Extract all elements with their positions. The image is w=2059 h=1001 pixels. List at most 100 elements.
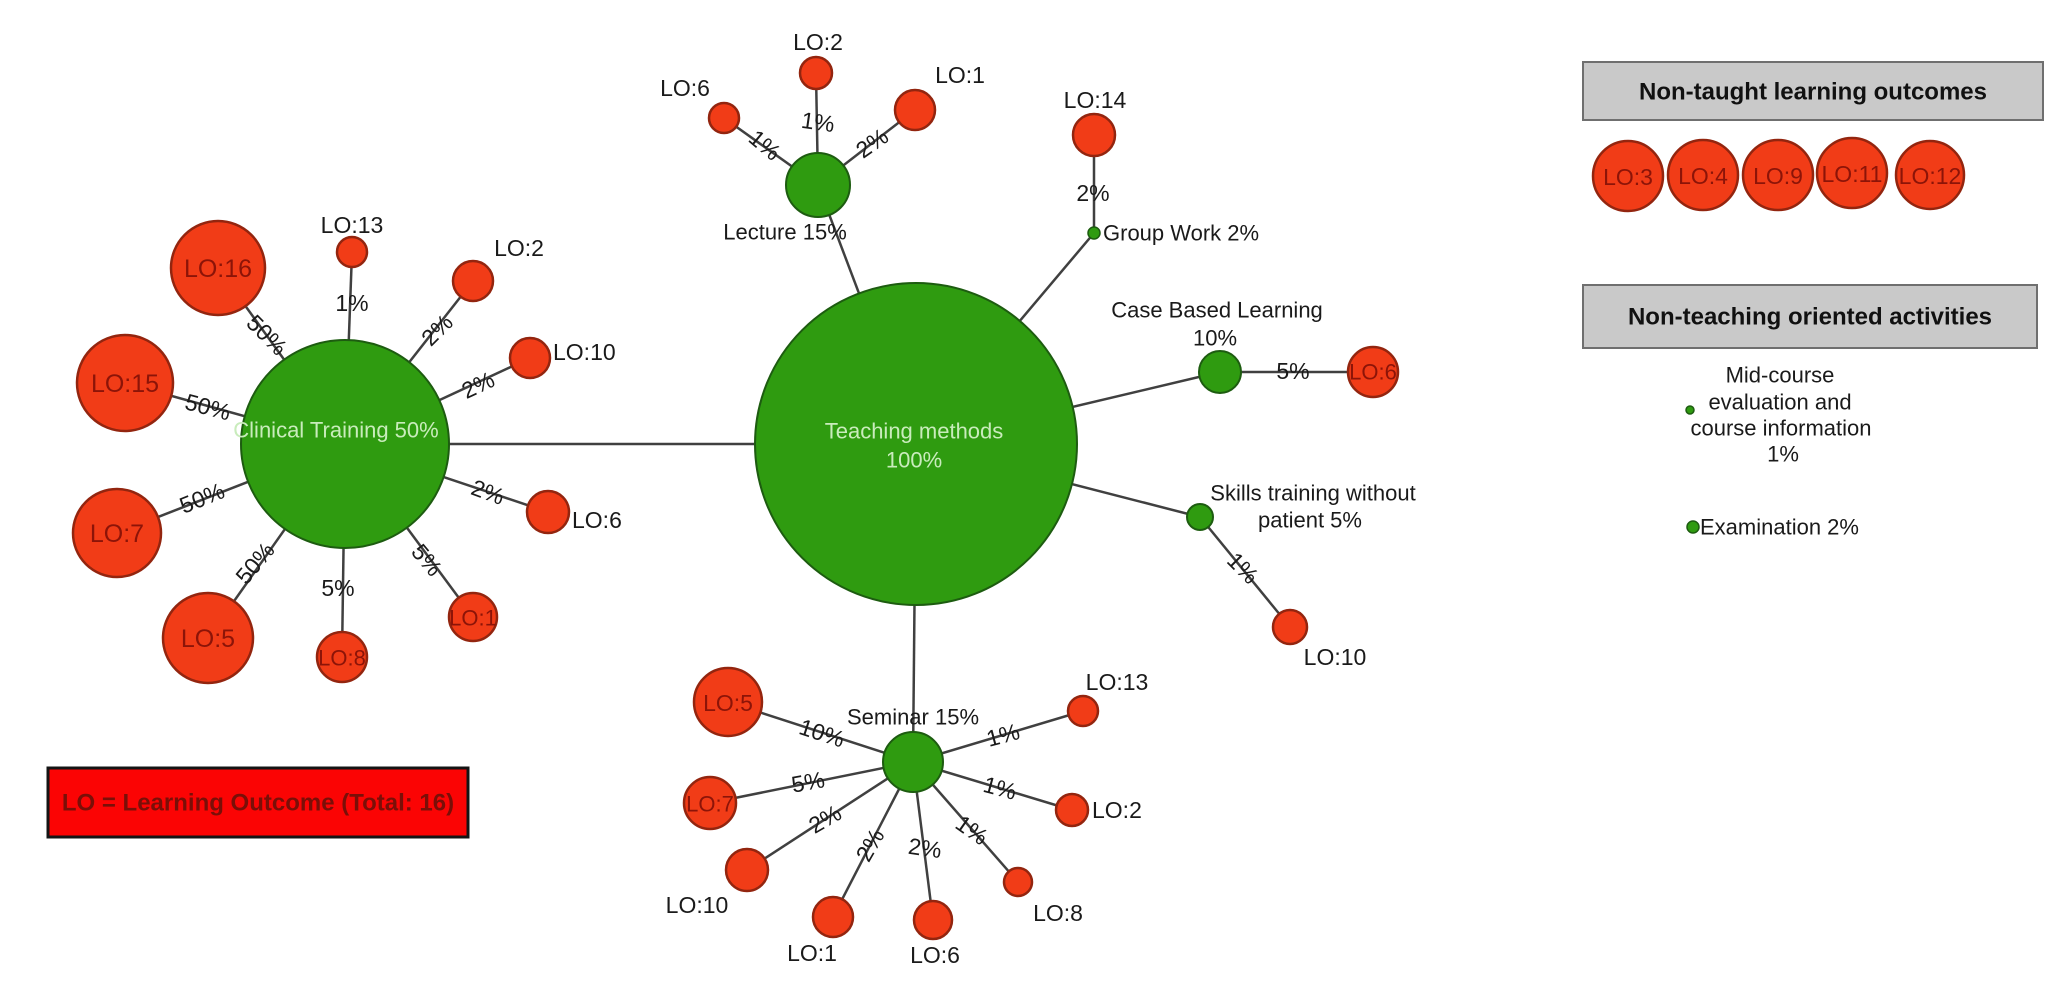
groupwork-lo14-label: LO:14 xyxy=(1064,87,1127,113)
skills-training-node xyxy=(1186,503,1214,531)
midcourse-line2: evaluation and xyxy=(1708,390,1851,415)
clinical-lo1-label: LO:1 xyxy=(449,606,497,631)
midcourse-node xyxy=(1685,405,1695,415)
lecture-lo6-pct: 1% xyxy=(744,124,786,165)
clinical-lo6-node xyxy=(525,489,571,535)
seminar-lo6-pct: 2% xyxy=(907,833,944,863)
non-teaching-title: Non-teaching oriented activities xyxy=(1628,304,1992,331)
legend-label: LO = Learning Outcome (Total: 16) xyxy=(62,790,454,817)
case-based-cluster: LO:6 Case Based Learning 10% 5% xyxy=(1111,298,1400,399)
seminar-lo5-label: LO:5 xyxy=(703,690,753,716)
lecture-lo6-node xyxy=(707,101,741,135)
non-teaching-header-box xyxy=(1582,284,2038,349)
examination-node xyxy=(1686,520,1700,534)
seminar-lo1-pct: 2% xyxy=(850,824,889,866)
teaching-methods-label: Teaching methods xyxy=(825,419,1004,444)
seminar-lo6-node xyxy=(912,899,954,941)
skills-label-line2: patient 5% xyxy=(1258,508,1362,533)
clinical-lo10-pct: 2% xyxy=(457,366,498,404)
seminar-lo8-node xyxy=(1002,866,1034,898)
clinical-lo15-pct: 50% xyxy=(182,388,233,425)
groupwork-pct: 2% xyxy=(1076,180,1109,206)
clinical-training-node xyxy=(240,339,450,549)
seminar-lo13-pct: 1% xyxy=(984,718,1023,752)
seminar-label: Seminar 15% xyxy=(847,705,979,730)
seminar-lo6-label: LO:6 xyxy=(910,942,960,968)
casebased-edge-pct: 5% xyxy=(1276,358,1309,384)
clinical-lo13-label: LO:13 xyxy=(321,212,384,238)
clinical-lo15-label: LO:15 xyxy=(91,370,159,398)
groupwork-lo14-node xyxy=(1071,112,1117,158)
seminar-cluster: Seminar 15% LO:5 LO:7 LO:10 LO:1 LO:6 LO… xyxy=(666,666,1148,968)
nontaught-lo3-node xyxy=(1591,139,1665,213)
case-based-node xyxy=(1198,350,1242,394)
clinical-lo5-node xyxy=(161,591,255,685)
clinical-lo1-node xyxy=(447,591,499,643)
clinical-lo2-node xyxy=(451,259,495,303)
lecture-cluster: Lecture 15% LO:6 LO:2 LO:1 1% 1% 2% xyxy=(660,29,985,245)
legend-box xyxy=(46,766,470,839)
lecture-lo1-pct: 2% xyxy=(851,123,893,163)
clinical-lo7-node xyxy=(71,487,163,579)
clinical-lo10-label: LO:10 xyxy=(553,339,616,365)
nontaught-lo9-label: LO:9 xyxy=(1753,163,1803,189)
lecture-lo1-node xyxy=(893,88,937,132)
seminar-lo2-pct: 1% xyxy=(981,771,1020,805)
nontaught-lo3-label: LO:3 xyxy=(1603,164,1653,190)
seminar-lo5-node xyxy=(692,666,764,738)
clinical-lo6-pct: 2% xyxy=(468,474,508,510)
green-nodes: Teaching methods 100% Clinical Training … xyxy=(233,152,1242,793)
midcourse-line1: Mid-course xyxy=(1726,363,1835,388)
clinical-lo7-pct: 50% xyxy=(176,477,228,518)
non-taught-header-box xyxy=(1582,61,2044,121)
non-teaching-panel: Non-teaching oriented activities Mid-cou… xyxy=(1582,284,2038,540)
nontaught-lo4-node xyxy=(1666,138,1740,212)
examination-label: Examination 2% xyxy=(1700,515,1859,540)
casebased-lo6-label: LO:6 xyxy=(1349,360,1397,385)
seminar-lo7-label: LO:7 xyxy=(686,792,734,817)
seminar-lo7-pct: 5% xyxy=(789,766,826,797)
clinical-lo6-label: LO:6 xyxy=(572,507,622,533)
group-work-label: Group Work 2% xyxy=(1103,221,1259,246)
midcourse-pct: 1% xyxy=(1767,442,1799,467)
lecture-label: Lecture 15% xyxy=(723,220,847,245)
skills-lo10-node xyxy=(1271,608,1309,646)
clinical-training-label: Clinical Training 50% xyxy=(233,418,438,443)
clinical-lo8-node xyxy=(315,630,369,684)
edge-seminar-lo10 xyxy=(746,760,914,872)
case-based-pct: 10% xyxy=(1193,326,1237,351)
legend: LO = Learning Outcome (Total: 16) xyxy=(46,766,470,839)
lecture-lo6-label: LO:6 xyxy=(660,75,710,101)
teaching-methods-pct: 100% xyxy=(886,448,942,473)
non-taught-title: Non-taught learning outcomes xyxy=(1639,79,1987,106)
seminar-lo1-node xyxy=(811,895,855,939)
seminar-lo7-node xyxy=(682,775,738,831)
skills-cluster: Skills training without patient 5% 1% LO… xyxy=(1210,481,1415,671)
seminar-node xyxy=(882,731,944,793)
lecture-lo2-label: LO:2 xyxy=(793,29,843,55)
clinical-lo13-node xyxy=(335,235,369,269)
seminar-lo10-label: LO:10 xyxy=(666,892,729,918)
skills-lo10-label: LO:10 xyxy=(1304,644,1367,670)
clinical-lo16-node xyxy=(169,219,267,317)
clinical-lo2-label: LO:2 xyxy=(494,235,544,261)
clinical-lo7-label: LO:7 xyxy=(90,520,144,548)
midcourse-line3: course information xyxy=(1691,416,1872,441)
seminar-lo5-pct: 10% xyxy=(796,714,848,753)
clinical-lo10-node xyxy=(508,336,552,380)
seminar-lo8-pct: 1% xyxy=(951,810,993,850)
clinical-lo16-pct: 50% xyxy=(242,310,293,361)
seminar-lo1-label: LO:1 xyxy=(787,940,837,966)
clinical-lo8-pct: 5% xyxy=(321,575,354,601)
nontaught-lo11-label: LO:11 xyxy=(1822,161,1883,187)
case-based-label: Case Based Learning xyxy=(1111,298,1323,323)
teaching-methods-node xyxy=(754,282,1078,606)
seminar-lo2-label: LO:2 xyxy=(1092,797,1142,823)
nontaught-lo4-label: LO:4 xyxy=(1678,163,1728,189)
lecture-lo1-label: LO:1 xyxy=(935,62,985,88)
nontaught-lo9-node xyxy=(1741,138,1815,212)
group-work-cluster: LO:14 2% Group Work 2% xyxy=(1064,87,1259,246)
seminar-lo13-node xyxy=(1066,694,1100,728)
